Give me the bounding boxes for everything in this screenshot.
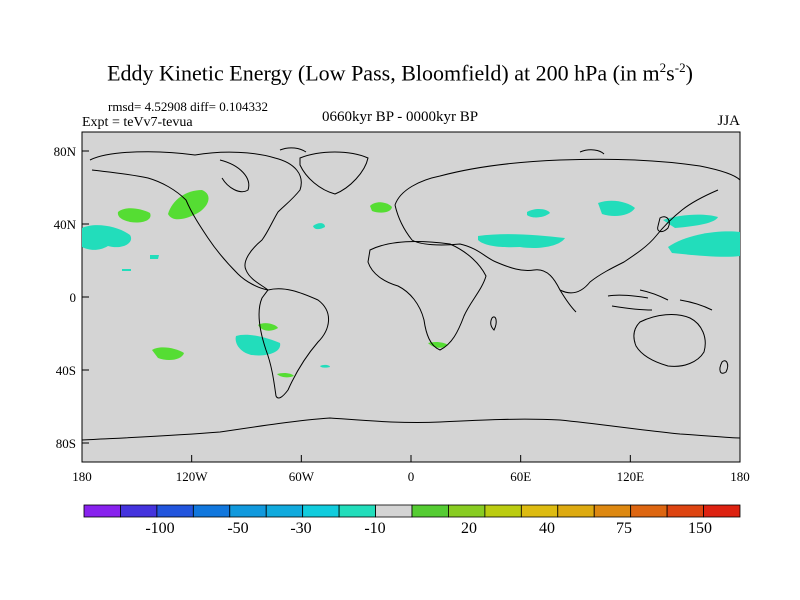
colorbar-box bbox=[120, 504, 158, 518]
period-label: 0660kyr BP - 0000kyr BP bbox=[321, 109, 479, 125]
colorbar-label: 75 bbox=[616, 520, 632, 537]
colorbar-box bbox=[302, 504, 340, 518]
colorbar-box bbox=[520, 504, 559, 518]
colorbar-label: 40 bbox=[539, 520, 555, 537]
season-label: JJA bbox=[717, 113, 740, 129]
colorbar-label: 150 bbox=[688, 520, 712, 537]
plot-title: Eddy Kinetic Energy (Low Pass, Bloomfiel… bbox=[107, 60, 693, 86]
x-tick-label: 60E bbox=[510, 469, 531, 484]
colorbar-box bbox=[484, 504, 522, 518]
colorbar-box bbox=[411, 504, 449, 518]
x-tick-label: 120W bbox=[176, 469, 209, 484]
colorbar-label: -10 bbox=[364, 520, 385, 537]
colorbar-box bbox=[192, 504, 231, 518]
colorbar-box bbox=[557, 504, 595, 518]
colorbar-label: -100 bbox=[145, 520, 174, 537]
x-tick-label: 120E bbox=[617, 469, 645, 484]
axis-ticks bbox=[81, 150, 741, 462]
y-tick-labels: 80N 40N 0 40S 80S bbox=[54, 144, 77, 451]
colorbar-box bbox=[448, 504, 486, 518]
colorbar-box bbox=[156, 504, 194, 518]
colorbar-box bbox=[630, 504, 668, 518]
colorbar-box bbox=[593, 504, 632, 518]
y-tick-label: 40S bbox=[56, 363, 76, 378]
x-tick-label: 180 bbox=[72, 469, 92, 484]
colorbar bbox=[83, 504, 741, 518]
experiment-label: Expt = teVv7-tevua bbox=[82, 115, 193, 130]
colorbar-box bbox=[83, 504, 121, 518]
colorbar-box bbox=[229, 504, 267, 518]
x-tick-labels: 180 120W 60W 0 60E 120E 180 bbox=[72, 469, 750, 484]
colorbar-label: 20 bbox=[461, 520, 477, 537]
colorbar-label: -30 bbox=[290, 520, 311, 537]
coastlines bbox=[81, 147, 741, 441]
colorbar-box bbox=[265, 504, 304, 518]
colorbar-box bbox=[375, 504, 413, 518]
x-tick-label: 60W bbox=[289, 469, 315, 484]
colorbar-box bbox=[338, 504, 376, 518]
y-tick-label: 80S bbox=[56, 436, 76, 451]
statistics-label: rmsd= 4.52908 diff= 0.104332 bbox=[108, 99, 268, 114]
y-tick-label: 0 bbox=[70, 290, 77, 305]
x-tick-label: 0 bbox=[408, 469, 415, 484]
colorbar-box bbox=[703, 504, 741, 518]
colorbar-labels: -100 -50 -30 -10 20 40 75 150 bbox=[145, 520, 712, 537]
colorbar-label: -50 bbox=[227, 520, 248, 537]
x-tick-label: 180 bbox=[730, 469, 750, 484]
y-tick-label: 40N bbox=[54, 217, 77, 232]
y-tick-label: 80N bbox=[54, 144, 77, 159]
negative-anomaly-patches bbox=[82, 200, 740, 368]
colorbar-box bbox=[666, 504, 704, 518]
